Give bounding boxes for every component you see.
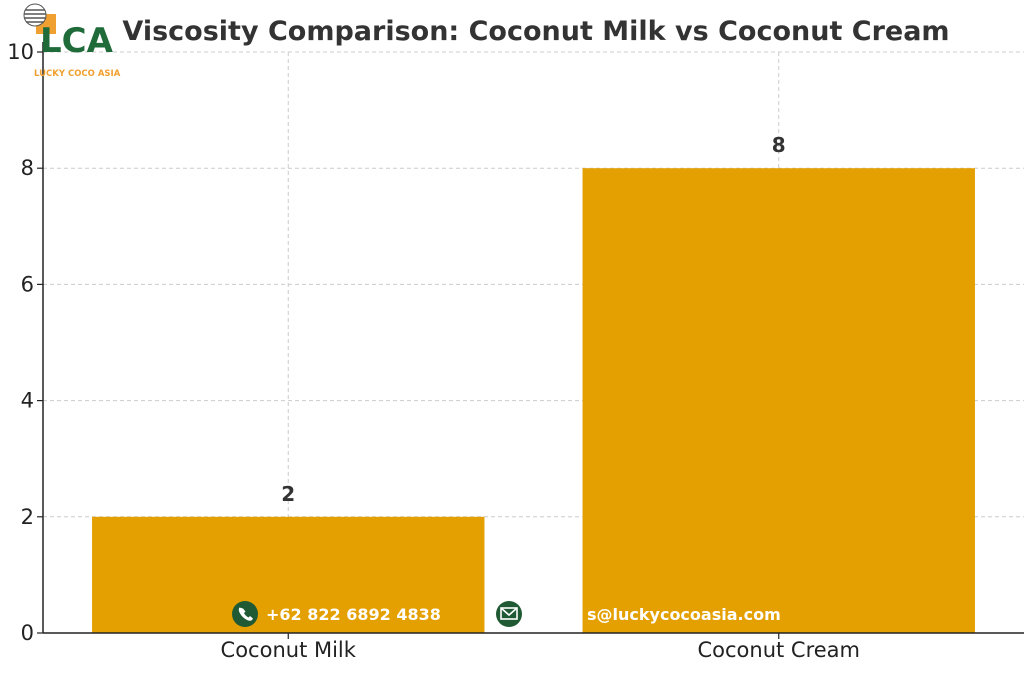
chart-title: Viscosity Comparison: Coconut Milk vs Co… <box>122 16 949 47</box>
logo-globe-icon <box>23 3 47 27</box>
bar-coconut-milk <box>92 516 485 633</box>
mail-envelope-glyph <box>500 607 518 620</box>
y-tick-label: 0 <box>21 621 34 645</box>
phone-icon <box>232 601 258 627</box>
phone-number: +62 822 6892 4838 <box>266 605 441 624</box>
data-label: 2 <box>281 482 295 506</box>
y-tick-label: 8 <box>21 156 34 180</box>
bars <box>92 168 975 633</box>
email-address: s@luckycocoasia.com <box>587 605 781 624</box>
contact-email: s@luckycocoasia.com <box>496 601 781 627</box>
y-tick-label: 4 <box>21 389 34 413</box>
y-tick-label: 2 <box>21 505 34 529</box>
data-label: 8 <box>772 133 786 157</box>
contact-phone: +62 822 6892 4838 <box>232 601 441 627</box>
phone-handset-glyph <box>238 607 253 621</box>
lca-logo: LCA LUCKY COCO ASIA <box>23 3 121 79</box>
bar-coconut-cream <box>582 168 975 633</box>
y-tick-label: 6 <box>21 272 34 296</box>
mail-envelope-flap <box>500 607 518 617</box>
labels: 0 2 4 6 8 10 2 Coconut Milk 8 Coconut Cream <box>7 40 860 662</box>
x-tick-label: Coconut Cream <box>697 638 860 662</box>
axes <box>37 42 1024 639</box>
y-tick-label: 10 <box>7 40 34 64</box>
x-tick-label: Coconut Milk <box>221 638 357 662</box>
logo-text: LCA <box>40 21 114 61</box>
logo-subtitle: LUCKY COCO ASIA <box>34 69 121 79</box>
